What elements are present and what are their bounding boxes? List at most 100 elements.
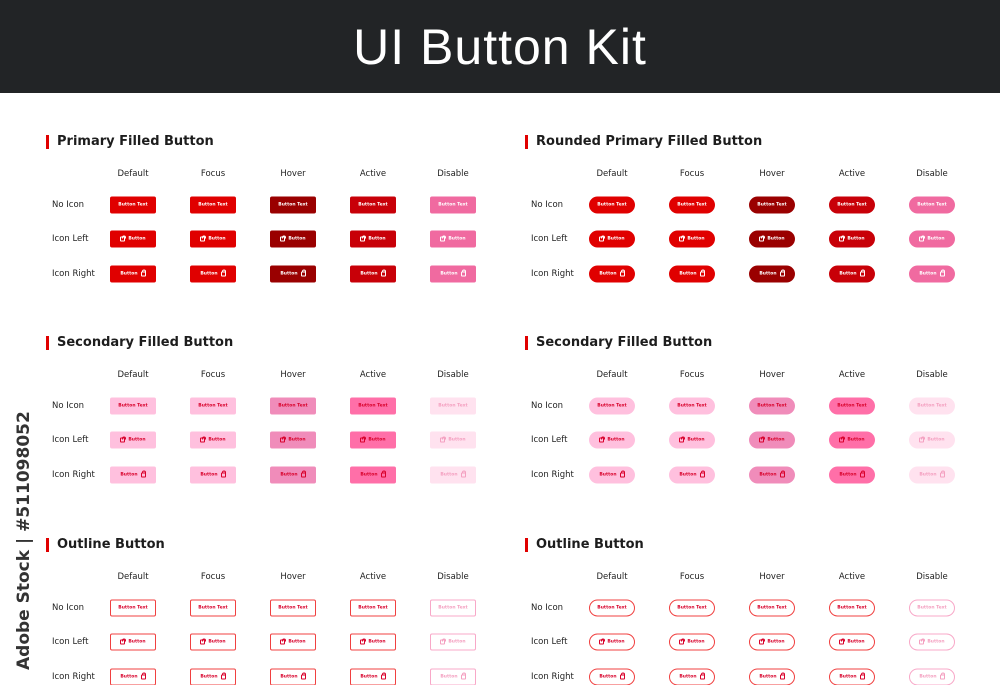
secondary-button-default[interactable]: Button xyxy=(110,431,156,449)
outline-button-focus[interactable]: Button xyxy=(669,668,715,685)
outline-button-hover[interactable]: Button xyxy=(749,668,795,685)
primary-button-focus[interactable]: Button Text xyxy=(669,196,715,214)
primary-button-default[interactable]: Button Text xyxy=(110,196,156,214)
primary-button-disable[interactable]: Button Text xyxy=(430,196,476,214)
secondary-button-disable[interactable]: Button xyxy=(909,466,955,484)
primary-button-default[interactable]: Button xyxy=(110,230,156,248)
outline-button-default[interactable]: Button xyxy=(110,668,156,685)
primary-button-active[interactable]: Button Text xyxy=(829,196,875,214)
outline-button-default[interactable]: Button xyxy=(589,633,635,651)
shopping-bag-icon xyxy=(919,235,925,242)
secondary-button-disable[interactable]: Button xyxy=(430,466,476,484)
primary-button-disable[interactable]: Button xyxy=(909,230,955,248)
outline-button-focus[interactable]: Button Text xyxy=(190,599,236,617)
secondary-button-hover[interactable]: Button xyxy=(749,431,795,449)
outline-button-active[interactable]: Button xyxy=(829,633,875,651)
secondary-button-disable[interactable]: Button Text xyxy=(430,397,476,415)
secondary-button-focus[interactable]: Button Text xyxy=(190,397,236,415)
outline-button-active[interactable]: Button Text xyxy=(350,599,396,617)
secondary-button-focus[interactable]: Button xyxy=(190,466,236,484)
outline-button-focus[interactable]: Button xyxy=(190,668,236,685)
secondary-button-hover[interactable]: Button Text xyxy=(270,397,316,415)
outline-button-hover[interactable]: Button xyxy=(749,633,795,651)
secondary-button-hover[interactable]: Button Text xyxy=(749,397,795,415)
secondary-button-hover[interactable]: Button xyxy=(270,431,316,449)
secondary-button-focus[interactable]: Button xyxy=(190,431,236,449)
primary-button-active[interactable]: Button xyxy=(829,265,875,283)
outline-button-focus[interactable]: Button Text xyxy=(669,599,715,617)
primary-button-focus[interactable]: Button xyxy=(669,265,715,283)
primary-button-focus[interactable]: Button xyxy=(669,230,715,248)
primary-button-hover[interactable]: Button xyxy=(270,265,316,283)
outline-button-disable[interactable]: Button xyxy=(909,668,955,685)
primary-button-hover[interactable]: Button xyxy=(270,230,316,248)
outline-button-focus[interactable]: Button xyxy=(669,633,715,651)
outline-button-disable[interactable]: Button xyxy=(430,633,476,651)
secondary-button-hover[interactable]: Button xyxy=(270,466,316,484)
button-label: Button xyxy=(607,236,625,242)
primary-button-hover[interactable]: Button xyxy=(749,265,795,283)
outline-button-disable[interactable]: Button xyxy=(909,633,955,651)
primary-button-default[interactable]: Button xyxy=(110,265,156,283)
secondary-button-active[interactable]: Button Text xyxy=(350,397,396,415)
secondary-button-hover[interactable]: Button xyxy=(749,466,795,484)
secondary-button-default[interactable]: Button Text xyxy=(589,397,635,415)
primary-button-disable[interactable]: Button xyxy=(430,230,476,248)
primary-button-disable[interactable]: Button xyxy=(430,265,476,283)
shopping-bag-icon xyxy=(200,638,206,645)
outline-button-default[interactable]: Button Text xyxy=(110,599,156,617)
secondary-button-focus[interactable]: Button Text xyxy=(669,397,715,415)
button-label: Button xyxy=(839,674,857,680)
secondary-button-active[interactable]: Button xyxy=(829,431,875,449)
primary-button-active[interactable]: Button xyxy=(350,230,396,248)
button-label: Button xyxy=(599,472,617,478)
secondary-button-default[interactable]: Button Text xyxy=(110,397,156,415)
outline-button-hover[interactable]: Button Text xyxy=(749,599,795,617)
secondary-button-default[interactable]: Button xyxy=(589,431,635,449)
outline-button-active[interactable]: Button Text xyxy=(829,599,875,617)
secondary-button-active[interactable]: Button Text xyxy=(829,397,875,415)
primary-button-default[interactable]: Button xyxy=(589,230,635,248)
outline-button-active[interactable]: Button xyxy=(350,668,396,685)
primary-button-active[interactable]: Button Text xyxy=(350,196,396,214)
outline-button-disable[interactable]: Button Text xyxy=(909,599,955,617)
button-label: Button xyxy=(280,674,298,680)
secondary-button-disable[interactable]: Button xyxy=(430,431,476,449)
secondary-button-disable[interactable]: Button Text xyxy=(909,397,955,415)
shopping-bag-icon xyxy=(220,470,227,478)
secondary-button-focus[interactable]: Button xyxy=(669,431,715,449)
button-label: Button xyxy=(440,472,458,478)
shopping-bag-icon xyxy=(360,235,366,242)
primary-button-focus[interactable]: Button xyxy=(190,265,236,283)
primary-button-hover[interactable]: Button xyxy=(749,230,795,248)
secondary-button-disable[interactable]: Button xyxy=(909,431,955,449)
secondary-button-default[interactable]: Button xyxy=(110,466,156,484)
secondary-button-active[interactable]: Button xyxy=(829,466,875,484)
button-label: Button Text xyxy=(278,202,308,208)
outline-button-hover[interactable]: Button xyxy=(270,633,316,651)
outline-button-disable[interactable]: Button xyxy=(430,668,476,685)
outline-button-hover[interactable]: Button xyxy=(270,668,316,685)
outline-button-default[interactable]: Button Text xyxy=(589,599,635,617)
primary-button-active[interactable]: Button xyxy=(350,265,396,283)
secondary-button-active[interactable]: Button xyxy=(350,431,396,449)
primary-button-default[interactable]: Button Text xyxy=(589,196,635,214)
outline-button-focus[interactable]: Button xyxy=(190,633,236,651)
secondary-button-active[interactable]: Button xyxy=(350,466,396,484)
primary-button-focus[interactable]: Button xyxy=(190,230,236,248)
outline-button-active[interactable]: Button xyxy=(350,633,396,651)
secondary-button-default[interactable]: Button xyxy=(589,466,635,484)
outline-button-default[interactable]: Button xyxy=(589,668,635,685)
secondary-button-focus[interactable]: Button xyxy=(669,466,715,484)
outline-button-disable[interactable]: Button Text xyxy=(430,599,476,617)
primary-button-hover[interactable]: Button Text xyxy=(749,196,795,214)
primary-button-disable[interactable]: Button xyxy=(909,265,955,283)
primary-button-default[interactable]: Button xyxy=(589,265,635,283)
outline-button-active[interactable]: Button xyxy=(829,668,875,685)
primary-button-disable[interactable]: Button Text xyxy=(909,196,955,214)
outline-button-default[interactable]: Button xyxy=(110,633,156,651)
primary-button-hover[interactable]: Button Text xyxy=(270,196,316,214)
primary-button-active[interactable]: Button xyxy=(829,230,875,248)
outline-button-hover[interactable]: Button Text xyxy=(270,599,316,617)
primary-button-focus[interactable]: Button Text xyxy=(190,196,236,214)
